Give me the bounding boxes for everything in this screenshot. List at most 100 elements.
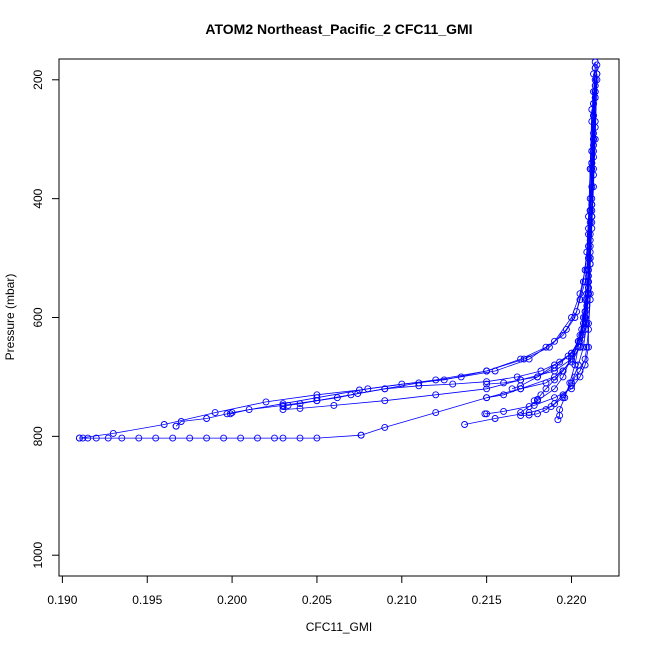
data-point: [525, 411, 533, 419]
data-point: [559, 331, 567, 339]
data-point: [135, 434, 143, 442]
data-point: [75, 434, 83, 442]
data-point: [573, 308, 581, 316]
data-point: [296, 434, 304, 442]
data-point: [517, 412, 525, 420]
series-1: [172, 58, 599, 430]
data-point: [483, 367, 491, 375]
data-point: [500, 379, 508, 387]
data-point: [152, 434, 160, 442]
data-point: [92, 434, 100, 442]
data-point: [551, 385, 558, 393]
x-axis-label: CFC11_GMI: [306, 620, 372, 634]
data-point: [545, 343, 553, 351]
data-point: [398, 380, 406, 388]
x-axis: 0.190 0.195 0.200 0.205 0.210 0.215 0.220: [47, 575, 587, 607]
x-tick-label: 0.215: [472, 593, 502, 607]
data-point: [354, 390, 362, 398]
data-point: [296, 404, 304, 412]
data-point: [432, 409, 440, 417]
data-point: [254, 434, 261, 442]
data-point: [591, 88, 599, 96]
data-point: [381, 397, 389, 405]
series-line: [227, 67, 596, 415]
data-point: [590, 147, 597, 155]
data-point: [118, 434, 126, 442]
data-point: [271, 434, 278, 442]
series-line: [79, 73, 594, 439]
data-point: [245, 406, 253, 414]
data-point: [226, 410, 234, 418]
data-point: [581, 325, 589, 333]
data-point: [169, 434, 177, 442]
series-14: [461, 88, 599, 428]
data-point: [79, 434, 87, 442]
data-point: [551, 337, 558, 345]
data-point: [576, 343, 584, 351]
series-line: [282, 85, 596, 410]
data-point: [520, 355, 528, 363]
data-point: [591, 117, 599, 125]
data-point: [483, 378, 491, 386]
data-point: [461, 421, 469, 428]
data-point: [559, 373, 567, 381]
data-point: [586, 254, 594, 262]
series-line: [360, 103, 594, 436]
data-point: [588, 207, 596, 214]
data-point: [104, 434, 112, 442]
data-point: [203, 434, 211, 442]
data-point: [585, 278, 592, 286]
data-point: [381, 385, 389, 393]
y-tick-label: 1000: [31, 542, 45, 569]
data-point: [333, 394, 341, 402]
data-point: [220, 434, 228, 442]
data-point: [483, 394, 491, 402]
data-point: [313, 391, 321, 399]
data-point: [203, 415, 211, 422]
series-9: [279, 82, 599, 414]
data-point: [586, 218, 594, 226]
series-line: [282, 64, 598, 407]
x-tick-label: 0.220: [556, 593, 586, 607]
data-point: [330, 401, 338, 409]
data-point: [534, 410, 541, 418]
data-point: [568, 358, 575, 366]
data-point: [381, 423, 389, 431]
data-point: [525, 355, 533, 363]
x-tick-label: 0.210: [387, 593, 417, 607]
x-tick-label: 0.205: [302, 593, 332, 607]
data-point: [585, 290, 592, 298]
data-point: [585, 242, 592, 250]
y-tick-label: 400: [31, 188, 45, 208]
data-point: [313, 434, 321, 442]
data-point: [588, 159, 596, 167]
data-point: [500, 407, 508, 415]
data-point: [581, 355, 589, 363]
data-point: [583, 302, 591, 310]
data-point: [537, 367, 545, 375]
series-3: [279, 61, 601, 411]
data-point: [237, 434, 245, 442]
data-point: [279, 406, 287, 414]
data-point: [585, 266, 592, 274]
data-point: [347, 391, 355, 399]
series-layer: [75, 58, 601, 442]
data-point: [279, 434, 287, 442]
data-point: [262, 398, 270, 406]
data-point: [537, 391, 545, 399]
data-point: [517, 385, 525, 393]
series-7: [483, 76, 601, 402]
series-line: [464, 91, 596, 425]
data-point: [551, 373, 558, 381]
series-line: [534, 91, 594, 402]
data-point: [481, 410, 489, 418]
data-point: [355, 386, 363, 394]
data-point: [554, 416, 562, 424]
series-4: [75, 70, 597, 442]
series-16: [75, 431, 365, 442]
data-point: [483, 380, 491, 388]
data-point: [556, 412, 564, 420]
data-point: [432, 391, 440, 399]
data-point: [547, 403, 555, 411]
data-point: [84, 434, 92, 442]
